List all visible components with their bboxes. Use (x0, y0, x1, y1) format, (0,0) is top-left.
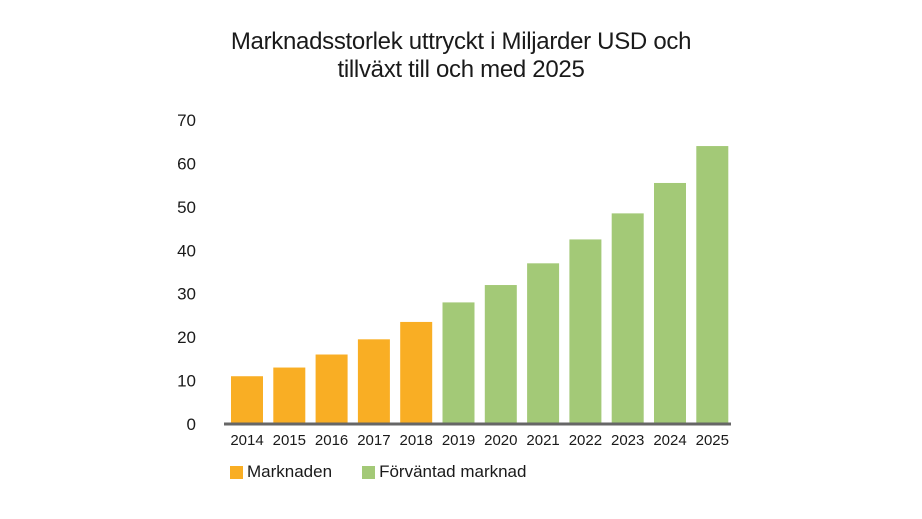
x-tick-label-2020: 2020 (484, 432, 517, 449)
x-tick-label-2024: 2024 (653, 432, 686, 449)
x-tick-label-2023: 2023 (611, 432, 644, 449)
bar-2021 (527, 263, 560, 424)
y-tick-label: 0 (187, 415, 196, 434)
x-tick-label-2022: 2022 (569, 432, 602, 449)
chart-title-line-2: tillväxt till och med 2025 (337, 56, 585, 83)
bar-2025 (696, 146, 729, 425)
x-tick-label-2016: 2016 (315, 432, 348, 449)
legend-item-forvantad-marknad: Förväntad marknad (362, 462, 526, 482)
y-tick-label: 70 (177, 111, 196, 130)
bar-2017 (357, 339, 390, 424)
y-tick-label: 50 (177, 198, 196, 217)
bar-2014 (231, 376, 263, 424)
legend-swatch-marknaden (230, 465, 243, 479)
y-tick-label: 10 (177, 372, 196, 391)
x-tick-label-2015: 2015 (273, 432, 306, 449)
legend-item-marknaden: Marknaden (230, 462, 332, 482)
x-tick-label-2021: 2021 (526, 432, 559, 449)
bar-2022 (569, 239, 602, 424)
x-tick-label-2014: 2014 (230, 432, 263, 449)
legend-swatch-forvantad-marknad (362, 465, 376, 479)
x-tick-label-2019: 2019 (442, 432, 475, 449)
x-tick-label-2025: 2025 (696, 432, 729, 449)
chart-title: Marknadsstorlek uttryckt i Miljarder USD… (0, 28, 922, 84)
y-tick-label: 20 (177, 328, 196, 347)
bar-2019 (442, 302, 475, 424)
legend-label-marknaden: Marknaden (247, 462, 333, 481)
bar-2023 (611, 213, 644, 424)
bar-2016 (315, 354, 348, 424)
chart-title-line-1: Marknadsstorlek uttryckt i Miljarder USD… (230, 28, 692, 55)
bar-2015 (273, 367, 306, 424)
x-tick-label-2018: 2018 (400, 432, 433, 449)
bar-2018 (400, 321, 433, 424)
x-tick-label-2017: 2017 (357, 432, 390, 449)
legend: Marknaden Förväntad marknad (230, 462, 526, 482)
bar-2020 (484, 285, 517, 424)
y-tick-label: 40 (177, 241, 196, 260)
y-tick-label: 60 (177, 154, 196, 173)
legend-label-forvantad-marknad: Förväntad marknad (379, 462, 527, 481)
y-tick-label: 30 (177, 285, 196, 304)
bar-2024 (654, 182, 686, 424)
